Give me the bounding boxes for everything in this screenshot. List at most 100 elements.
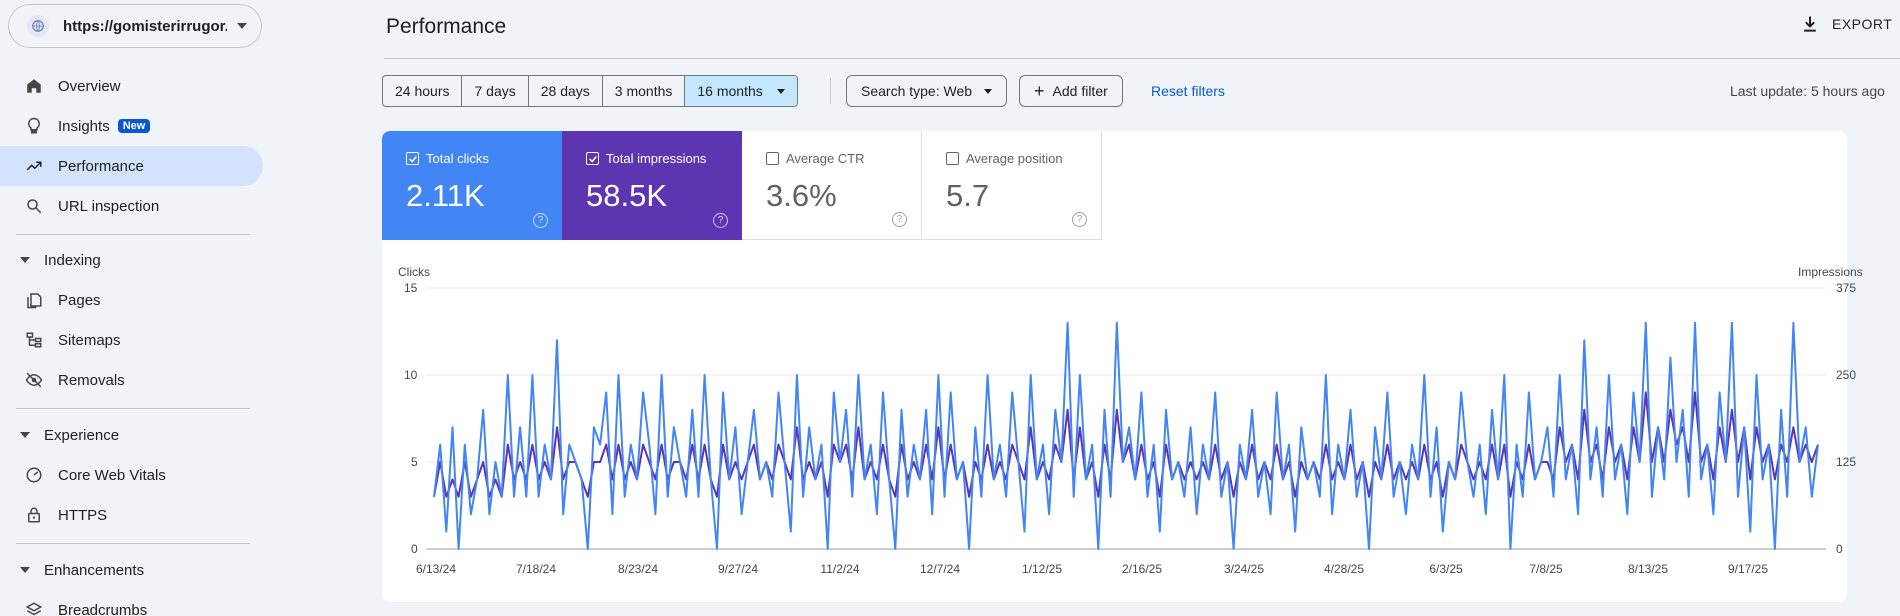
sidebar-item-label: Sitemaps [58, 331, 121, 349]
x-tick: 12/7/24 [919, 562, 961, 576]
x-tick: 8/13/25 [1627, 562, 1669, 576]
sidebar-item-label: Removals [58, 371, 125, 389]
range-label: 16 months [697, 83, 763, 99]
help-icon[interactable]: ? [713, 213, 728, 228]
header-divider [384, 58, 1900, 59]
x-tick: 3/24/25 [1223, 562, 1265, 576]
metric-card-position[interactable]: Average position 5.7 ? [922, 131, 1102, 240]
add-filter-button[interactable]: + Add filter [1019, 75, 1123, 107]
date-range-group: 24 hours 7 days 28 days 3 months 16 mont… [382, 75, 798, 107]
sidebar-item-label: Performance [58, 157, 144, 175]
left-axis-title: Clicks [398, 265, 430, 279]
x-tick: 7/8/25 [1529, 562, 1563, 576]
help-icon[interactable]: ? [533, 213, 548, 228]
section-label: Experience [44, 426, 120, 444]
right-tick: 250 [1836, 368, 1857, 382]
search-icon [24, 196, 44, 216]
x-tick: 9/27/24 [717, 562, 759, 576]
sidebar-item-label: Pages [58, 291, 101, 309]
metric-value: 3.6% [766, 178, 837, 213]
divider [16, 543, 250, 544]
x-tick: 8/23/24 [617, 562, 659, 576]
sidebar: https://gomisterirrugor... Overview Insi… [0, 0, 270, 616]
section-experience[interactable]: Experience [0, 417, 263, 453]
metric-label: Average CTR [786, 151, 865, 166]
sidebar-item-label: Insights [58, 117, 110, 135]
help-icon[interactable]: ? [1072, 212, 1087, 227]
section-label: Indexing [44, 251, 101, 269]
range-3-months[interactable]: 3 months [603, 76, 686, 106]
plus-icon: + [1034, 81, 1045, 101]
metric-label: Total clicks [426, 151, 489, 166]
metric-card-ctr[interactable]: Average CTR 3.6% ? [742, 131, 922, 240]
range-16-months[interactable]: 16 months [685, 76, 797, 106]
section-indexing[interactable]: Indexing [0, 242, 263, 278]
sidebar-item-label: HTTPS [58, 506, 108, 524]
layers-icon [24, 600, 44, 616]
eye-off-icon [24, 370, 44, 390]
chevron-down-icon [237, 23, 247, 29]
sitemap-icon [24, 330, 44, 350]
search-type-filter[interactable]: Search type: Web [846, 75, 1008, 107]
section-enhancements[interactable]: Enhancements [0, 552, 263, 588]
collapse-icon [20, 432, 30, 438]
divider [16, 408, 250, 409]
help-icon[interactable]: ? [892, 212, 907, 227]
range-24-hours[interactable]: 24 hours [383, 76, 463, 106]
export-button[interactable]: EXPORT [1800, 14, 1892, 34]
checkbox-checked-icon[interactable] [406, 152, 419, 165]
x-tick: 9/17/25 [1727, 562, 1769, 576]
sidebar-item-https[interactable]: HTTPS [0, 495, 263, 535]
sidebar-item-sitemaps[interactable]: Sitemaps [0, 320, 263, 360]
metric-card-clicks[interactable]: Total clicks 2.11K ? [382, 131, 562, 240]
home-icon [24, 76, 44, 96]
right-tick: 375 [1836, 281, 1857, 295]
x-tick: 2/16/25 [1121, 562, 1163, 576]
x-tick: 1/12/25 [1021, 562, 1063, 576]
x-tick: 7/18/24 [515, 562, 557, 576]
sidebar-item-breadcrumbs[interactable]: Breadcrumbs [0, 590, 263, 616]
sidebar-item-label: Core Web Vitals [58, 466, 166, 484]
sidebar-item-overview[interactable]: Overview [0, 66, 263, 106]
right-axis-title: Impressions [1798, 265, 1863, 279]
x-tick: 6/3/25 [1429, 562, 1463, 576]
collapse-icon [20, 257, 30, 263]
trending-up-icon [24, 156, 44, 176]
search-type-label: Search type: Web [861, 83, 973, 99]
sidebar-item-label: Breadcrumbs [58, 601, 148, 616]
lightbulb-icon [24, 116, 44, 136]
sidebar-item-performance[interactable]: Performance [0, 146, 263, 186]
metric-label: Average position [966, 151, 1063, 166]
reset-filters-link[interactable]: Reset filters [1151, 83, 1225, 99]
metric-card-impressions[interactable]: Total impressions 58.5K ? [562, 131, 742, 240]
sidebar-item-label: URL inspection [58, 197, 160, 215]
checkbox-unchecked-icon[interactable] [766, 152, 779, 165]
metric-value: 5.7 [946, 178, 990, 213]
export-label: EXPORT [1832, 16, 1893, 32]
sidebar-item-core-web-vitals[interactable]: Core Web Vitals [0, 455, 263, 495]
sidebar-item-removals[interactable]: Removals [0, 360, 263, 400]
page-title: Performance [386, 15, 507, 38]
speed-icon [24, 465, 44, 485]
left-tick: 0 [411, 542, 418, 556]
add-filter-label: Add filter [1052, 83, 1108, 99]
checkbox-checked-icon[interactable] [586, 152, 599, 165]
metric-label: Total impressions [606, 151, 707, 166]
metric-value: 2.11K [406, 178, 485, 213]
checkbox-unchecked-icon[interactable] [946, 152, 959, 165]
sidebar-item-url-inspection[interactable]: URL inspection [0, 186, 263, 226]
right-tick: 125 [1836, 455, 1857, 469]
dropdown-arrow-icon [984, 88, 993, 94]
sidebar-item-pages[interactable]: Pages [0, 280, 263, 320]
collapse-icon [20, 567, 30, 573]
x-tick: 6/13/24 [415, 562, 457, 576]
property-selector[interactable]: https://gomisterirrugor... [8, 4, 262, 48]
new-badge: New [117, 119, 151, 133]
divider [16, 234, 250, 235]
range-7-days[interactable]: 7 days [462, 76, 529, 106]
left-tick: 15 [404, 281, 418, 295]
section-label: Enhancements [44, 561, 145, 579]
left-tick: 5 [411, 455, 418, 469]
sidebar-item-insights[interactable]: Insights New [0, 106, 263, 146]
range-28-days[interactable]: 28 days [529, 76, 603, 106]
